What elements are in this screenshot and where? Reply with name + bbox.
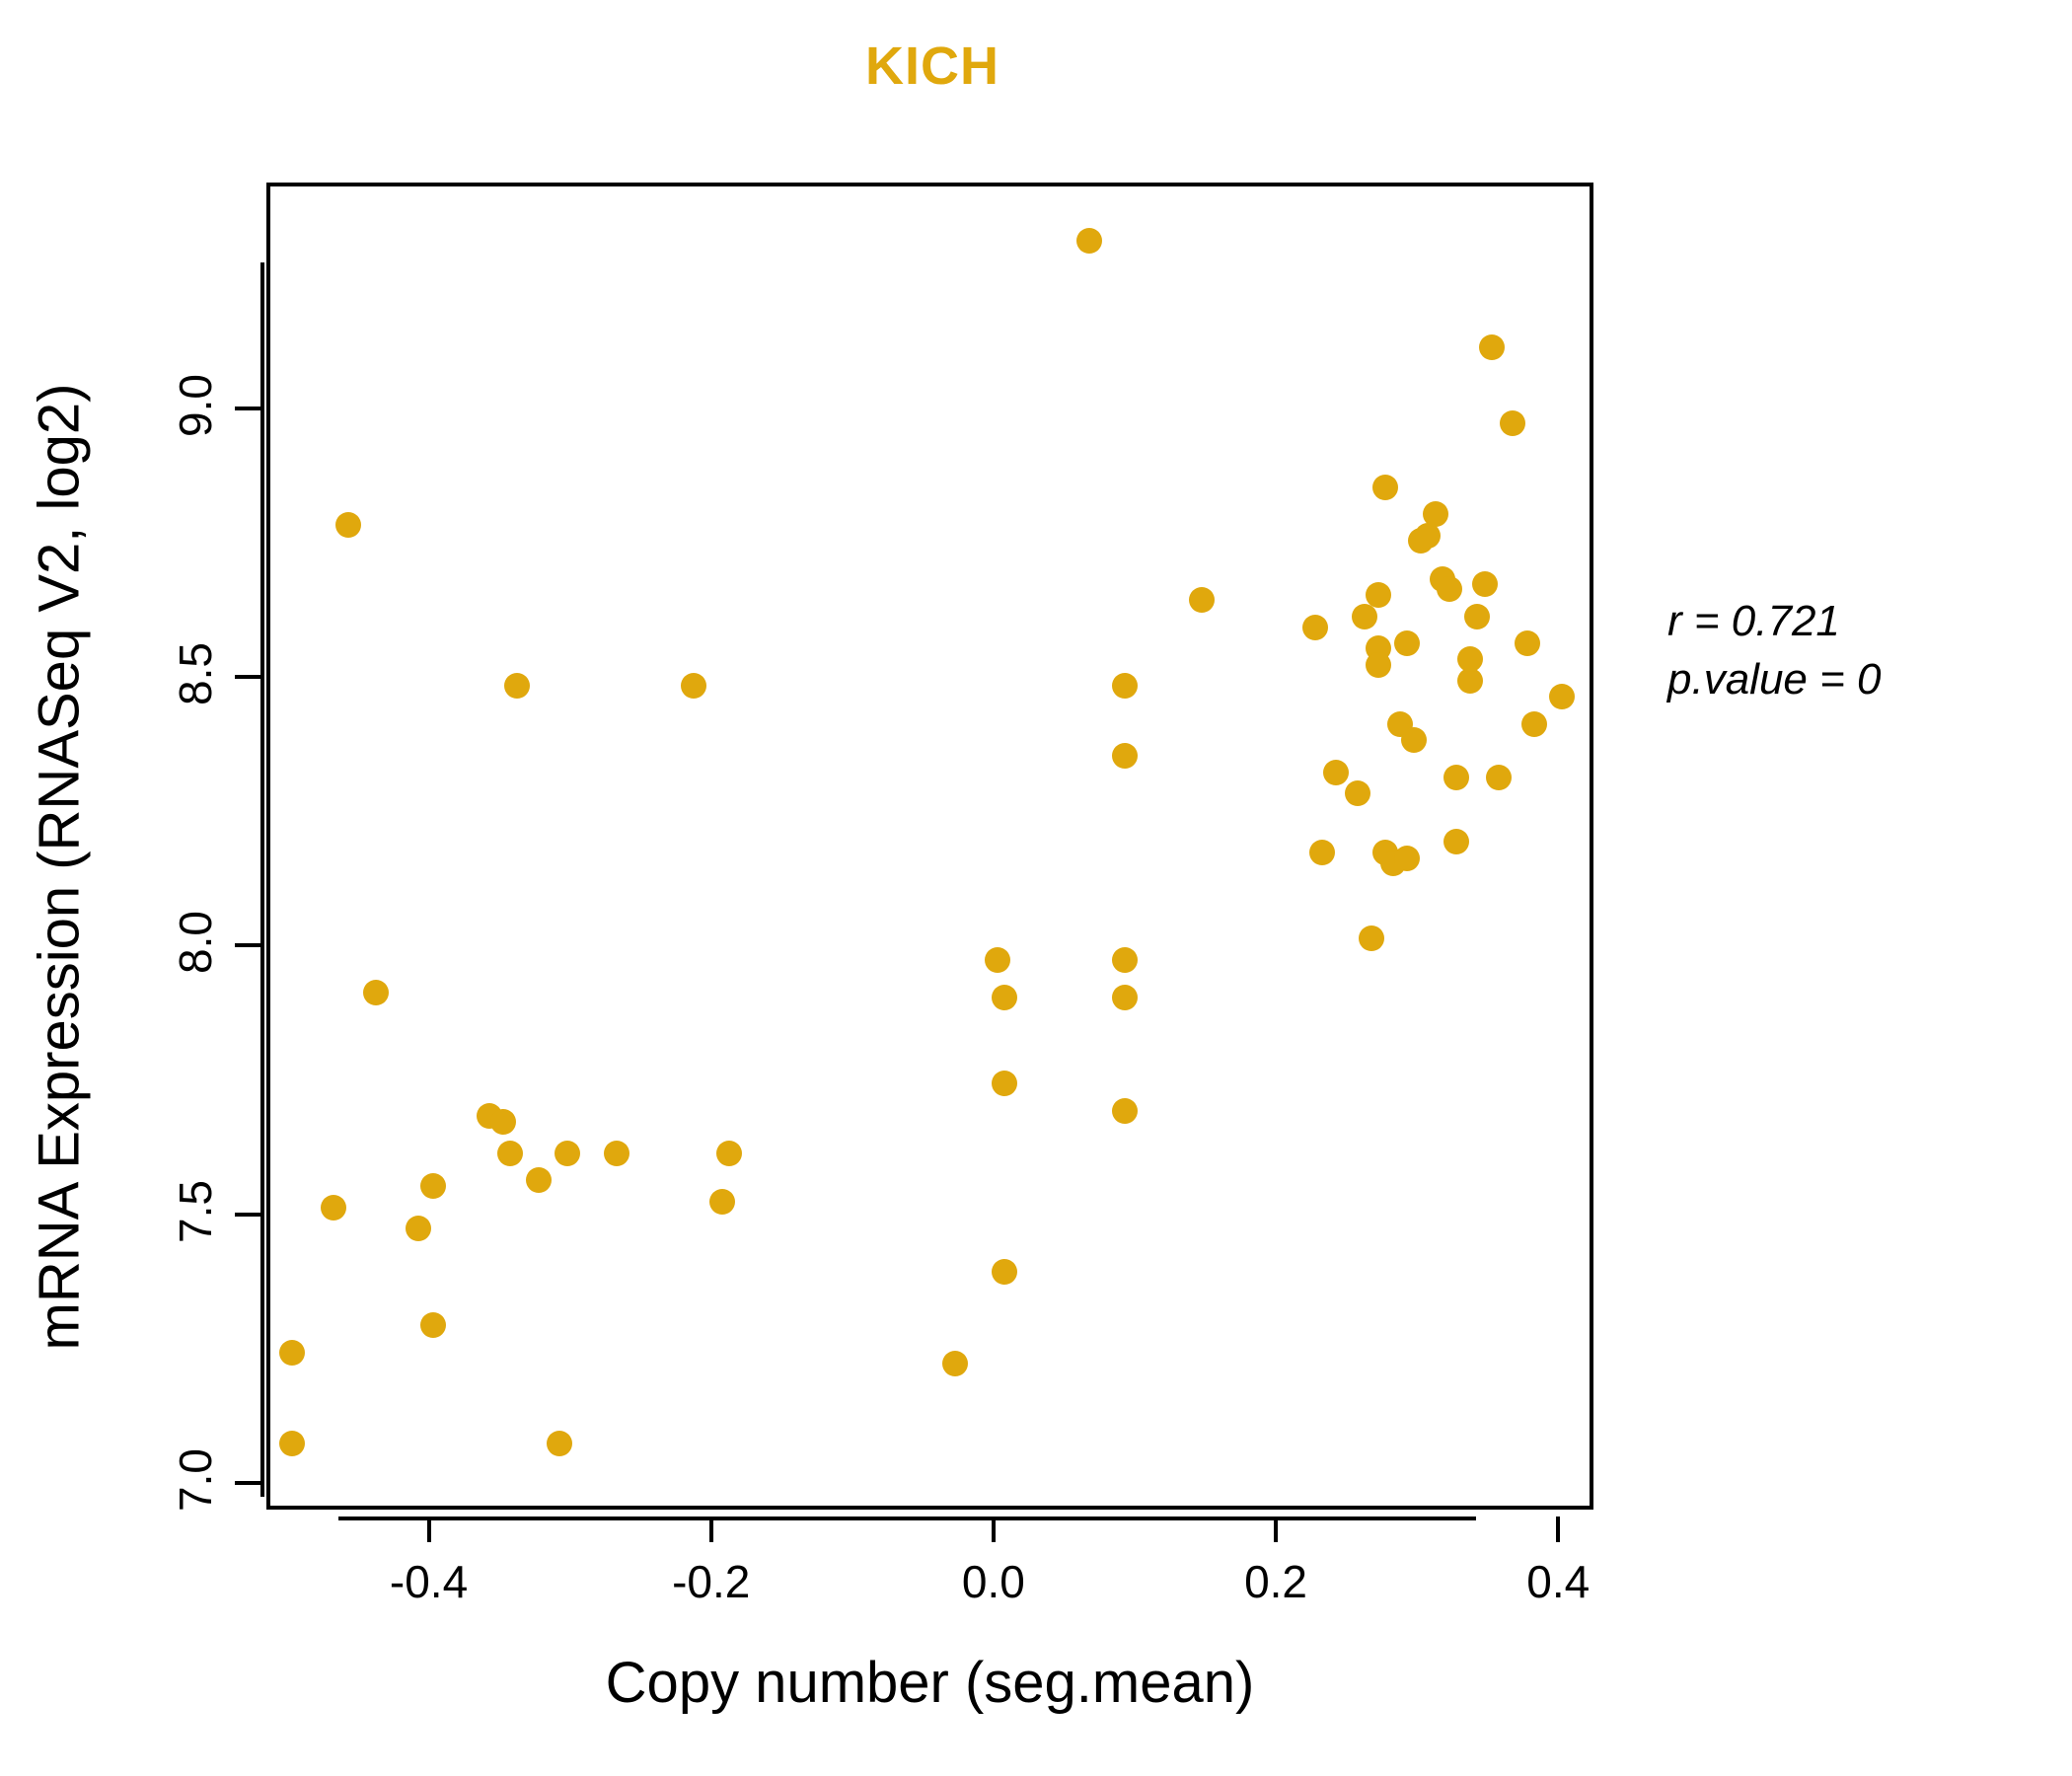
data-point xyxy=(547,1431,573,1457)
data-point xyxy=(1443,829,1469,855)
statistics-annotation: r = 0.721 p.value = 0 xyxy=(1667,592,1882,709)
x-tick-label: -0.2 xyxy=(672,1556,751,1607)
data-point xyxy=(603,1141,629,1167)
data-point xyxy=(1464,603,1491,629)
data-point xyxy=(525,1167,552,1194)
data-point xyxy=(1189,587,1216,614)
data-point xyxy=(1111,947,1138,974)
data-point xyxy=(504,673,531,700)
data-point xyxy=(1351,603,1377,629)
x-tick-mark xyxy=(426,1517,431,1542)
x-tick-label: 0.4 xyxy=(1526,1556,1591,1607)
data-point xyxy=(1457,668,1484,694)
data-point xyxy=(1478,334,1505,361)
data-point xyxy=(992,985,1017,1011)
data-point xyxy=(554,1141,580,1167)
data-point xyxy=(1471,571,1498,597)
data-point xyxy=(1366,581,1392,608)
data-point xyxy=(1366,651,1392,678)
x-tick-label: 0.0 xyxy=(961,1556,1025,1607)
data-point xyxy=(1415,522,1442,549)
data-point xyxy=(363,979,390,1005)
data-point xyxy=(1111,1097,1138,1124)
x-tick-mark xyxy=(1274,1517,1279,1542)
data-point xyxy=(1111,985,1138,1011)
data-point xyxy=(1401,726,1427,753)
plot-area xyxy=(266,183,1593,1510)
data-point xyxy=(1443,765,1469,790)
data-points-layer xyxy=(270,186,1590,1506)
data-point xyxy=(1301,614,1328,640)
data-point xyxy=(1309,840,1335,866)
y-tick-mark xyxy=(235,406,260,410)
x-tick-mark xyxy=(1556,1517,1561,1542)
data-point xyxy=(497,1141,524,1167)
data-point xyxy=(1323,759,1350,785)
data-point xyxy=(406,1216,432,1242)
x-tick-label: -0.4 xyxy=(389,1556,469,1607)
data-point xyxy=(1372,474,1399,500)
x-tick-mark xyxy=(991,1517,996,1542)
data-point xyxy=(1436,576,1462,603)
data-point xyxy=(334,512,361,539)
y-axis-line xyxy=(260,262,264,1497)
y-axis-title: mRNA Expression (RNASeq V2, log2) xyxy=(27,383,92,1351)
data-point xyxy=(942,1350,968,1376)
data-point xyxy=(278,1339,305,1366)
data-point xyxy=(681,673,707,700)
x-axis-title: Copy number (seg.mean) xyxy=(605,1651,1255,1715)
data-point xyxy=(1344,780,1370,807)
data-point xyxy=(1393,629,1420,656)
data-point xyxy=(716,1141,742,1167)
data-point xyxy=(1111,673,1138,700)
data-point xyxy=(1549,684,1576,710)
x-tick-label: 0.2 xyxy=(1244,1556,1308,1607)
data-point xyxy=(1111,743,1138,770)
y-tick-mark xyxy=(235,1212,260,1217)
data-point xyxy=(1520,710,1547,737)
data-point xyxy=(278,1431,305,1457)
data-point xyxy=(992,1259,1017,1285)
data-point xyxy=(992,1071,1017,1097)
y-tick-mark xyxy=(235,1480,260,1485)
data-point xyxy=(1422,501,1448,528)
x-tick-mark xyxy=(708,1517,713,1542)
data-point xyxy=(1457,646,1484,673)
x-axis-line xyxy=(338,1517,1476,1520)
data-point xyxy=(490,1108,517,1135)
data-point xyxy=(321,1194,347,1221)
page-title: KICH xyxy=(865,37,999,96)
data-point xyxy=(419,1172,446,1199)
pvalue-annotation: p.value = 0 xyxy=(1667,655,1882,704)
data-point xyxy=(708,1189,735,1216)
correlation-annotation: r = 0.721 xyxy=(1667,597,1840,645)
data-point xyxy=(1514,629,1540,656)
data-point xyxy=(1485,765,1512,790)
data-point xyxy=(1500,409,1526,436)
data-point xyxy=(419,1312,446,1339)
data-point xyxy=(1359,925,1385,952)
data-point xyxy=(1075,227,1102,254)
y-tick-mark xyxy=(235,674,260,679)
data-point xyxy=(1393,845,1420,871)
data-point xyxy=(984,947,1010,974)
y-tick-mark xyxy=(235,943,260,948)
